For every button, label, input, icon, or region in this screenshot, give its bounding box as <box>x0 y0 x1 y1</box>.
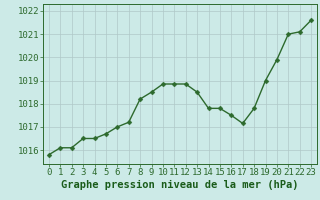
X-axis label: Graphe pression niveau de la mer (hPa): Graphe pression niveau de la mer (hPa) <box>61 180 299 190</box>
